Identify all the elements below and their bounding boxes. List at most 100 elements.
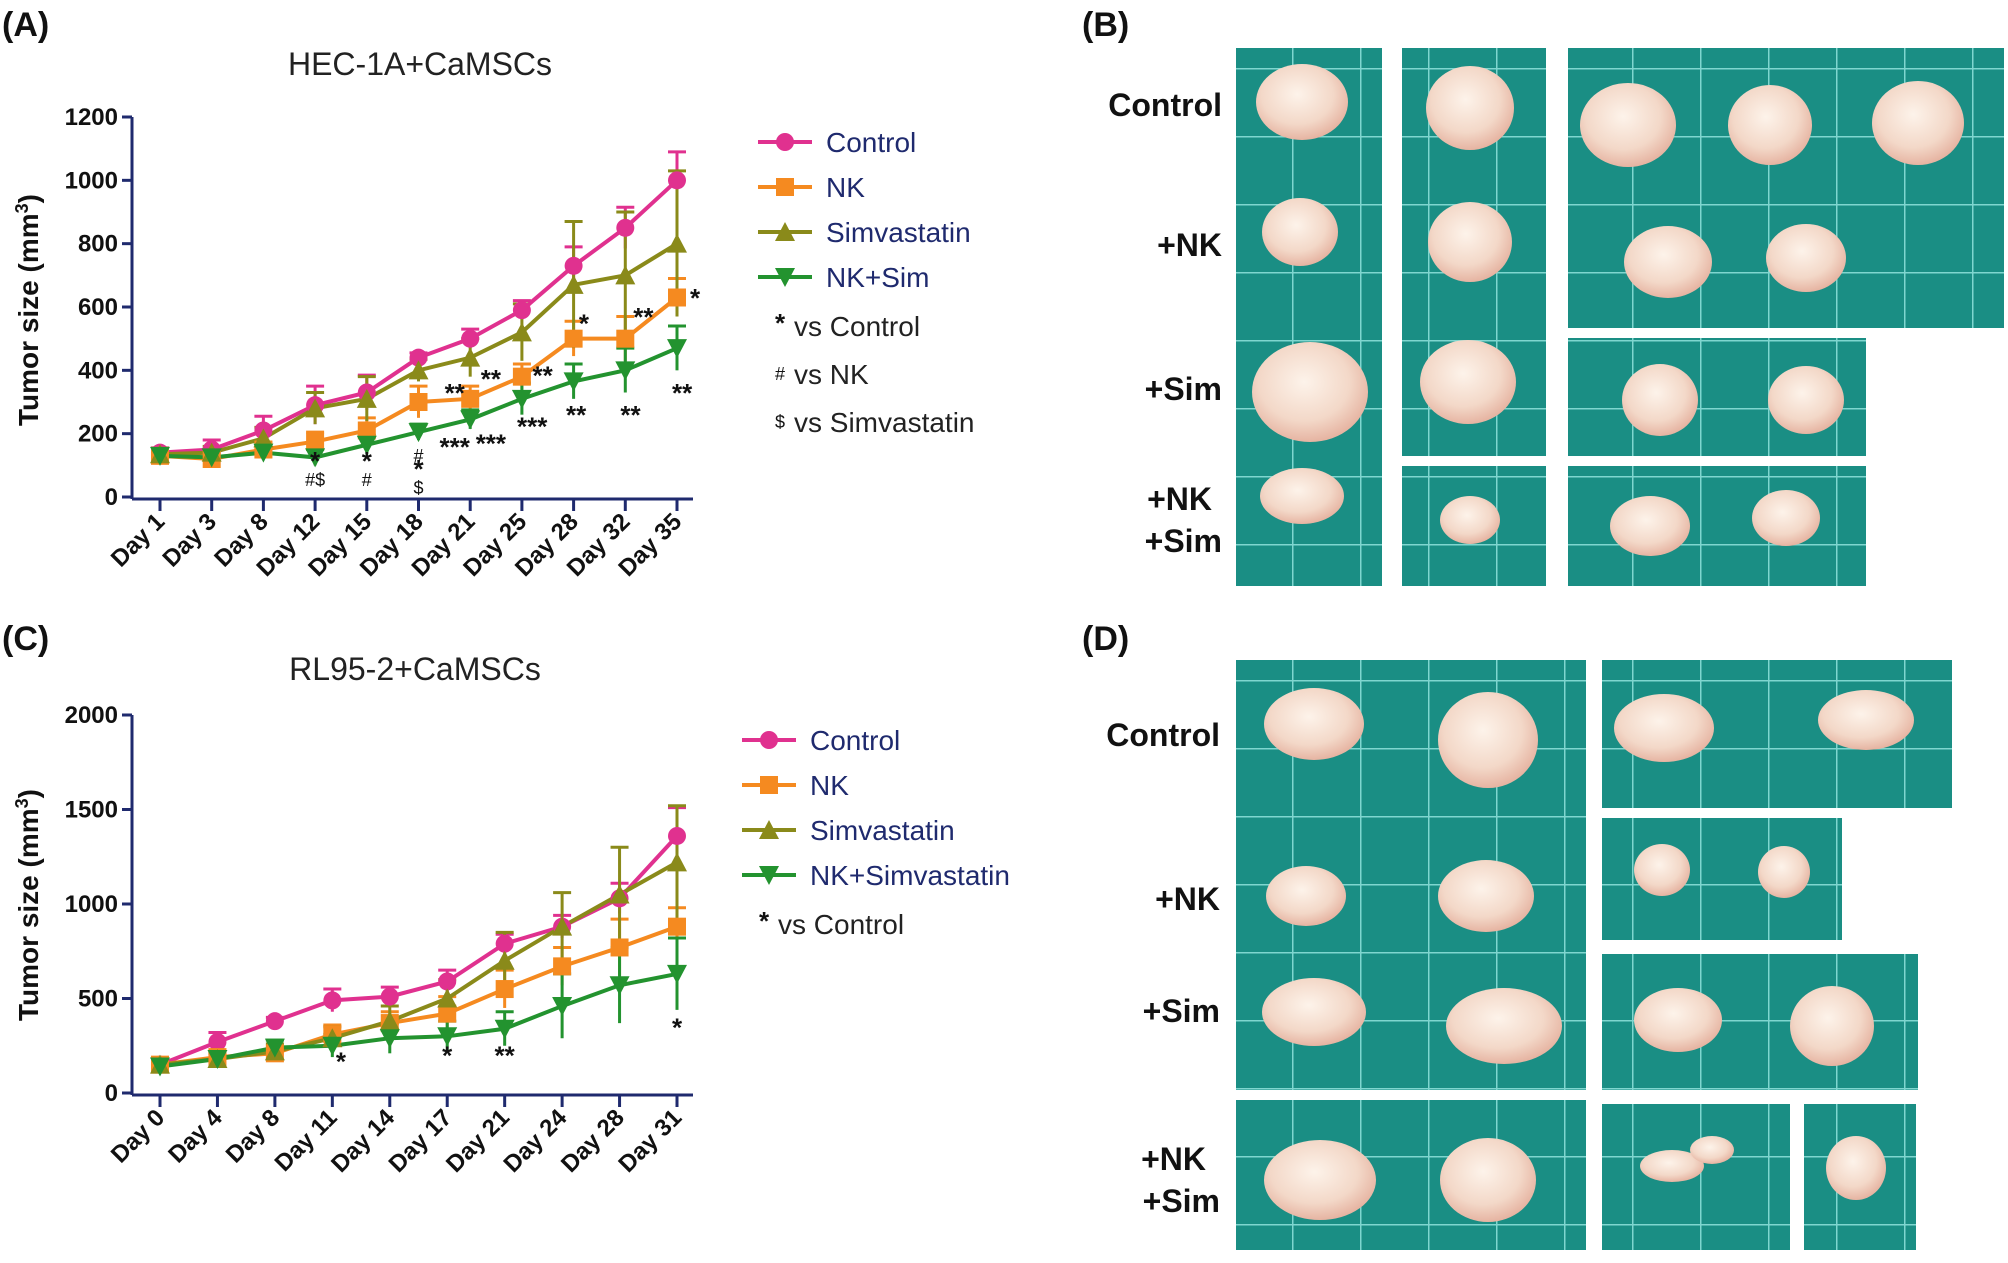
tumor [1420,340,1516,424]
legend-marker [760,731,778,749]
data-point [356,388,377,408]
tumor [1438,860,1534,932]
x-tick-label: Day 17 [384,1104,458,1178]
significance-mark: * [690,283,701,313]
data-point [253,428,274,448]
data-point [616,218,635,237]
photo-panel-b: Control +NK +Sim +NK +Sim [1108,48,2004,586]
significance-mark: # [362,470,372,490]
series-line-nk [159,924,678,1067]
significance-mark: * [362,446,373,476]
data-point [322,1036,343,1056]
row-label-d-nk: +NK [1155,881,1220,917]
y-tick-label: 1000 [65,891,118,918]
data-point [511,389,532,409]
legend-note: vs Control [778,909,904,940]
data-point [265,1012,284,1031]
legend-note-symbol: # [775,364,785,384]
data-point [495,934,514,953]
significance-mark: #$ [305,470,325,490]
significance-mark: ** [495,1041,516,1071]
significance-mark: ** [672,378,693,408]
legend-note-symbol: * [775,308,786,338]
tumor [1440,496,1500,544]
chart-c: RL95-2+CaMSCs Tumor size (mm3) 0 500 1000 1… [12,651,1010,1178]
significance-mark: * [413,454,424,484]
data-point [552,916,573,936]
data-point [379,1029,400,1049]
chart-c-title: RL95-2+CaMSCs [289,651,541,687]
y-tick-label: 200 [78,421,118,448]
legend-note: vs Control [794,311,920,342]
significance-mark: ** [633,302,654,332]
data-point [667,339,687,359]
data-point [668,288,686,307]
tumor [1640,1150,1704,1182]
row-label-d-nksim-2: +Sim [1143,1183,1220,1219]
data-point [667,852,687,872]
row-label-d-sim: +Sim [1143,993,1220,1029]
tumor [1440,1138,1536,1222]
y-tick-label: 400 [78,357,118,384]
y-tick-label: 1500 [65,797,118,824]
significance-mark: *** [440,432,471,462]
data-point [305,448,326,468]
data-point [494,950,515,970]
panel-label-c: (C) [2,620,49,658]
row-label-b-nk: +NK [1157,227,1222,263]
panel-label-b: (B) [1082,6,1129,44]
tumor [1758,846,1810,898]
significance-mark: * [336,1046,347,1076]
row-label-b-nksim-2: +Sim [1145,523,1222,559]
data-point [564,256,583,275]
series-line-control [159,834,679,1067]
data-point [668,917,686,936]
significance-mark: * [579,308,590,338]
data-point [437,1027,458,1047]
significance-mark: ** [620,400,641,430]
x-tick-label: Day 3 [158,508,222,572]
data-point [494,1019,515,1039]
data-point [610,938,629,957]
legend-marker [759,820,779,839]
tumor [1610,496,1690,556]
legend-label: NK [810,770,849,801]
data-point [379,1011,400,1031]
legend-label: Control [810,725,900,756]
significance-mark: ** [481,364,502,394]
chart-a: HEC-1A+CaMSCs Tumor size (mm3) 0 200 400 60… [12,46,975,582]
tumor [1622,364,1698,436]
y-tick-label: 1200 [65,104,118,131]
data-point [438,1004,457,1023]
data-point [356,435,377,455]
legend-note-symbol: * [759,906,770,936]
x-tick-label: Day 21 [441,1104,515,1178]
x-tick-label: Day 0 [106,1104,170,1168]
legend-marker [776,178,794,196]
tumor [1260,468,1344,524]
data-point [150,1057,170,1077]
y-tick-label: 500 [78,986,118,1013]
significance-mark: ** [445,378,466,408]
row-label-b-control: Control [1108,87,1222,123]
data-point [438,972,457,991]
legend-note: vs Simvastatin [794,407,975,438]
tumor [1264,688,1364,760]
significance-mark: # [413,446,423,466]
x-tick-label: Day 11 [270,1104,343,1177]
data-point [323,991,342,1010]
data-point [553,957,572,976]
data-point [460,410,481,430]
significance-mark: * [672,1012,683,1042]
tumor [1264,1140,1376,1220]
legend-label: NK+Sim [826,262,929,293]
tumor [1818,690,1914,750]
tumor [1428,202,1512,282]
legend-label: Simvastatin [810,815,955,846]
data-point [512,301,531,320]
photo-panel-d: Control +NK +Sim +NK +Sim [1106,660,1952,1250]
data-point [495,980,514,999]
significance-mark: ** [566,400,587,430]
data-point [150,446,170,466]
